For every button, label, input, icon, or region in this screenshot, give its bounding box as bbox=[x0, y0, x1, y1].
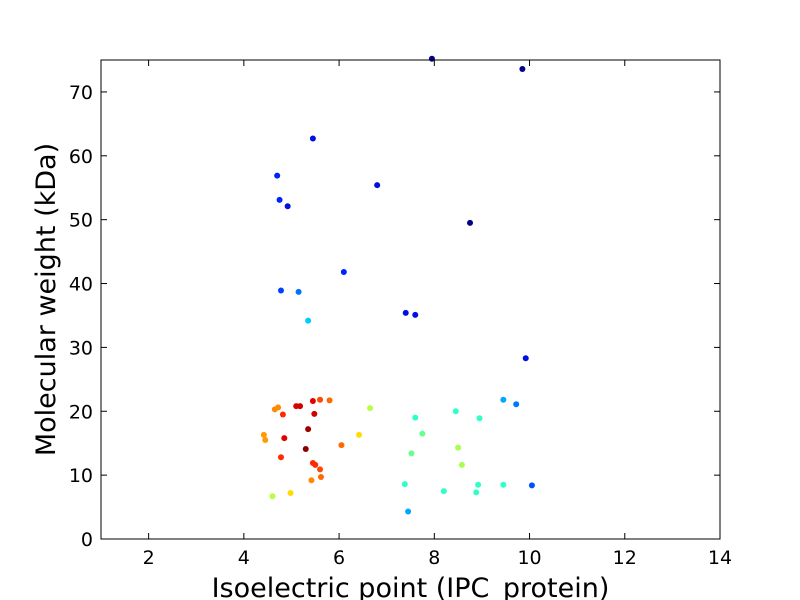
x-tick-label: 12 bbox=[613, 547, 637, 569]
data-point-40 bbox=[277, 454, 284, 461]
data-point-27 bbox=[279, 411, 286, 418]
y-tick-label: 40 bbox=[69, 274, 93, 296]
data-point-9 bbox=[277, 287, 284, 294]
data-point-29 bbox=[476, 415, 483, 422]
data-point-21 bbox=[297, 403, 304, 410]
data-point-43 bbox=[312, 461, 319, 468]
data-point-42 bbox=[458, 461, 465, 468]
data-point-35 bbox=[262, 437, 269, 444]
data-point-31 bbox=[419, 430, 426, 437]
data-point-28 bbox=[412, 414, 419, 421]
data-point-50 bbox=[528, 482, 535, 489]
data-point-48 bbox=[475, 481, 482, 488]
x-tick-label: 14 bbox=[708, 547, 732, 569]
data-point-54 bbox=[269, 493, 276, 500]
y-tick-label: 60 bbox=[69, 146, 93, 168]
y-axis-label: Molecular weight (kDa) bbox=[31, 143, 62, 456]
data-point-51 bbox=[440, 488, 447, 495]
x-tick-label: 2 bbox=[143, 547, 155, 569]
plot-frame bbox=[100, 59, 721, 540]
x-tick-label: 4 bbox=[238, 547, 250, 569]
data-point-39 bbox=[408, 450, 415, 457]
data-point-24 bbox=[367, 405, 374, 412]
data-point-53 bbox=[287, 490, 294, 497]
data-point-2 bbox=[309, 135, 316, 142]
data-point-25 bbox=[452, 408, 459, 415]
data-point-33 bbox=[356, 431, 363, 438]
data-point-6 bbox=[284, 203, 291, 210]
data-point-52 bbox=[473, 489, 480, 496]
data-point-37 bbox=[455, 444, 462, 451]
data-point-10 bbox=[295, 288, 302, 295]
data-point-19 bbox=[513, 401, 520, 408]
data-point-16 bbox=[326, 397, 333, 404]
data-point-55 bbox=[405, 508, 412, 515]
data-point-45 bbox=[317, 474, 324, 481]
data-point-47 bbox=[401, 481, 408, 488]
data-point-14 bbox=[522, 355, 529, 362]
y-tick-label: 50 bbox=[69, 210, 93, 232]
data-point-18 bbox=[500, 396, 507, 403]
axis-ticks: 2 4 6 8 10 12 14 0 10 20 30 40 50 60 70 bbox=[69, 60, 732, 569]
data-point-7 bbox=[467, 219, 474, 226]
data-point-15 bbox=[317, 396, 324, 403]
x-axis-label: Isoelectric point (IPC_protein) bbox=[212, 573, 610, 600]
data-point-23 bbox=[271, 406, 278, 413]
data-point-11 bbox=[402, 309, 409, 316]
data-point-8 bbox=[340, 269, 347, 276]
data-point-30 bbox=[305, 426, 312, 433]
data-point-32 bbox=[260, 431, 267, 438]
data-point-5 bbox=[276, 196, 283, 203]
plot-area: 2 4 6 8 10 12 14 0 10 20 30 40 50 60 70 bbox=[69, 55, 732, 569]
x-tick-label: 10 bbox=[517, 547, 541, 569]
data-point-36 bbox=[338, 442, 345, 449]
y-tick-label: 10 bbox=[69, 465, 93, 487]
data-point-46 bbox=[308, 477, 315, 484]
data-point-4 bbox=[374, 182, 381, 189]
data-point-38 bbox=[302, 445, 309, 452]
data-point-44 bbox=[317, 466, 324, 473]
data-point-12 bbox=[412, 311, 419, 318]
x-tick-label: 6 bbox=[333, 547, 345, 569]
y-tick-label: 20 bbox=[69, 401, 93, 423]
x-tick-label: 8 bbox=[428, 547, 440, 569]
data-points bbox=[260, 55, 535, 515]
data-point-1 bbox=[519, 65, 526, 72]
data-point-13 bbox=[305, 317, 312, 324]
y-tick-label: 70 bbox=[69, 82, 93, 104]
data-point-17 bbox=[309, 398, 316, 405]
data-point-49 bbox=[500, 481, 507, 488]
data-point-26 bbox=[311, 410, 318, 417]
data-point-34 bbox=[281, 435, 288, 442]
y-tick-label: 0 bbox=[81, 529, 93, 551]
y-tick-label: 30 bbox=[69, 337, 93, 359]
data-point-3 bbox=[274, 172, 281, 179]
